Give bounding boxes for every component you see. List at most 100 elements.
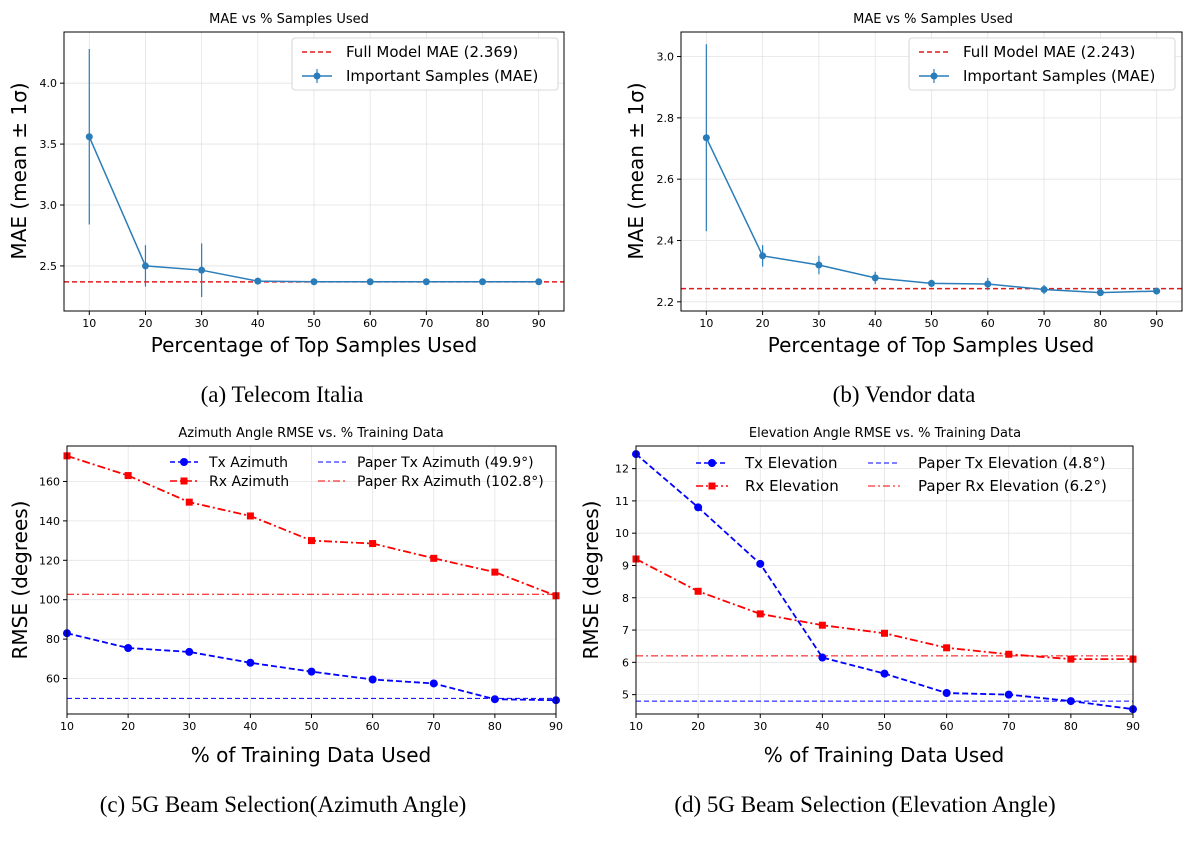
legend-label-paper-rx: Paper Rx Azimuth (102.8°) bbox=[357, 474, 544, 490]
data-point bbox=[310, 278, 318, 286]
x-tick-label: 60 bbox=[981, 317, 995, 330]
y-tick-label: 160 bbox=[39, 475, 60, 488]
legend-box bbox=[908, 37, 1176, 91]
x-tick-label: 10 bbox=[82, 317, 96, 330]
chart-telecom-italia: MAE vs % Samples Used 10 20 30 40 50 60 70 80 90… bbox=[7, 12, 565, 357]
y-tick-label: 140 bbox=[39, 515, 60, 528]
legend: Tx Elevation Rx Elevation Paper Tx Eleva… bbox=[696, 454, 1107, 495]
y-tick-label: 8 bbox=[622, 592, 629, 605]
y-tick-label: 11 bbox=[615, 495, 629, 508]
data-point-tx bbox=[1066, 697, 1075, 706]
y-tick-label: 60 bbox=[46, 673, 60, 686]
data-point-rx bbox=[246, 512, 254, 520]
y-tick-label: 80 bbox=[46, 633, 60, 646]
legend-series-marker bbox=[930, 72, 938, 80]
y-tick-label: 9 bbox=[622, 559, 629, 572]
y-tick-label: 3.0 bbox=[40, 199, 58, 212]
legend-rx-marker bbox=[180, 477, 188, 485]
x-tick-label: 50 bbox=[925, 317, 939, 330]
data-point-rx bbox=[756, 610, 764, 618]
y-tick-label: 12 bbox=[615, 463, 629, 476]
x-tick-label: 20 bbox=[138, 317, 152, 330]
data-point bbox=[254, 277, 262, 285]
data-point-tx bbox=[429, 679, 438, 688]
data-series bbox=[632, 450, 1137, 714]
data-point bbox=[815, 261, 823, 269]
reference-lines bbox=[636, 655, 1133, 702]
data-point-tx bbox=[818, 653, 827, 662]
x-tick-label: 70 bbox=[1002, 720, 1016, 733]
x-tick-label: 60 bbox=[940, 720, 954, 733]
ticks: 10 20 30 40 50 60 70 80 90 5 6 7 8 9 10 11 12 bbox=[615, 463, 1140, 733]
legend-label-reference: Full Model MAE (2.243) bbox=[963, 43, 1135, 61]
data-point-tx bbox=[694, 503, 703, 512]
legend: Full Model MAE (2.243) Important Samples… bbox=[908, 37, 1176, 91]
data-point-rx bbox=[694, 587, 702, 595]
ticks: 10 20 30 40 50 60 70 80 90 60 80 100 120 140 160 bbox=[39, 475, 563, 733]
y-axis-label: RMSE (degrees) bbox=[579, 501, 603, 660]
legend-label-paper-tx: Paper Tx Azimuth (49.9°) bbox=[357, 455, 534, 471]
legend: Full Model MAE (2.369) Important Samples… bbox=[291, 37, 559, 91]
data-point bbox=[702, 134, 710, 142]
data-point-tx bbox=[368, 675, 377, 684]
chart-vendor-data: MAE vs % Samples Used 10 20 30 40 50 60 70 80 90… bbox=[624, 12, 1183, 357]
data-point bbox=[141, 262, 149, 270]
ticks: 10 20 30 40 50 60 70 80 90 2.2 2.4 2.6 2.8 3.0 bbox=[657, 51, 1164, 330]
legend-label-series: Important Samples (MAE) bbox=[346, 67, 538, 85]
y-axis-label: MAE (mean ± 1σ) bbox=[7, 82, 31, 259]
x-tick-label: 90 bbox=[1126, 720, 1140, 733]
data-point-rx bbox=[369, 540, 377, 548]
y-tick-label: 10 bbox=[615, 527, 629, 540]
legend-series-marker bbox=[313, 72, 321, 80]
data-point-rx bbox=[491, 568, 499, 576]
y-tick-label: 6 bbox=[622, 656, 629, 669]
data-point-tx bbox=[1004, 690, 1013, 699]
x-tick-label: 10 bbox=[60, 720, 74, 733]
data-point bbox=[1040, 286, 1048, 294]
y-tick-label: 7 bbox=[622, 624, 629, 637]
data-point-tx bbox=[246, 658, 255, 667]
y-tick-label: 3.5 bbox=[40, 138, 58, 151]
caption-c: (c) 5G Beam Selection(Azimuth Angle) bbox=[100, 792, 467, 817]
legend-label-reference: Full Model MAE (2.369) bbox=[346, 43, 518, 61]
legend-label-paper-tx: Paper Tx Elevation (4.8°) bbox=[918, 454, 1106, 472]
y-tick-label: 2.4 bbox=[657, 234, 675, 247]
y-tick-label: 2.8 bbox=[657, 112, 675, 125]
data-series bbox=[702, 44, 1161, 297]
x-tick-label: 80 bbox=[1064, 720, 1078, 733]
x-tick-label: 70 bbox=[1037, 317, 1051, 330]
caption-a: (a) Telecom Italia bbox=[201, 382, 364, 407]
data-point-rx bbox=[943, 644, 951, 652]
x-axis-label: % of Training Data Used bbox=[764, 743, 1004, 767]
legend-tx-marker bbox=[708, 459, 716, 467]
data-point bbox=[871, 274, 879, 282]
data-point-rx bbox=[124, 472, 132, 480]
y-tick-label: 5 bbox=[622, 689, 629, 702]
legend-label-tx: Tx Azimuth bbox=[208, 455, 288, 471]
chart-title: MAE vs % Samples Used bbox=[853, 12, 1013, 27]
x-tick-label: 90 bbox=[532, 317, 546, 330]
x-tick-label: 40 bbox=[815, 720, 829, 733]
x-tick-label: 10 bbox=[629, 720, 643, 733]
x-tick-label: 70 bbox=[427, 720, 441, 733]
data-point-tx bbox=[307, 667, 316, 676]
x-axis-label: Percentage of Top Samples Used bbox=[768, 333, 1094, 357]
x-tick-label: 30 bbox=[753, 720, 767, 733]
x-tick-label: 50 bbox=[307, 317, 321, 330]
x-tick-label: 60 bbox=[363, 317, 377, 330]
x-tick-label: 30 bbox=[812, 317, 826, 330]
x-tick-label: 80 bbox=[488, 720, 502, 733]
x-tick-label: 20 bbox=[121, 720, 135, 733]
data-point bbox=[928, 279, 935, 287]
legend-label-rx: Rx Azimuth bbox=[209, 474, 289, 490]
y-tick-label: 120 bbox=[39, 554, 60, 567]
legend-label-tx: Tx Elevation bbox=[744, 454, 837, 472]
data-point bbox=[1153, 287, 1161, 295]
y-axis-label: MAE (mean ± 1σ) bbox=[624, 82, 648, 259]
data-point bbox=[1096, 289, 1104, 297]
x-tick-label: 50 bbox=[305, 720, 319, 733]
y-tick-label: 2.2 bbox=[657, 296, 675, 309]
data-series bbox=[63, 452, 560, 705]
x-tick-label: 70 bbox=[419, 317, 433, 330]
